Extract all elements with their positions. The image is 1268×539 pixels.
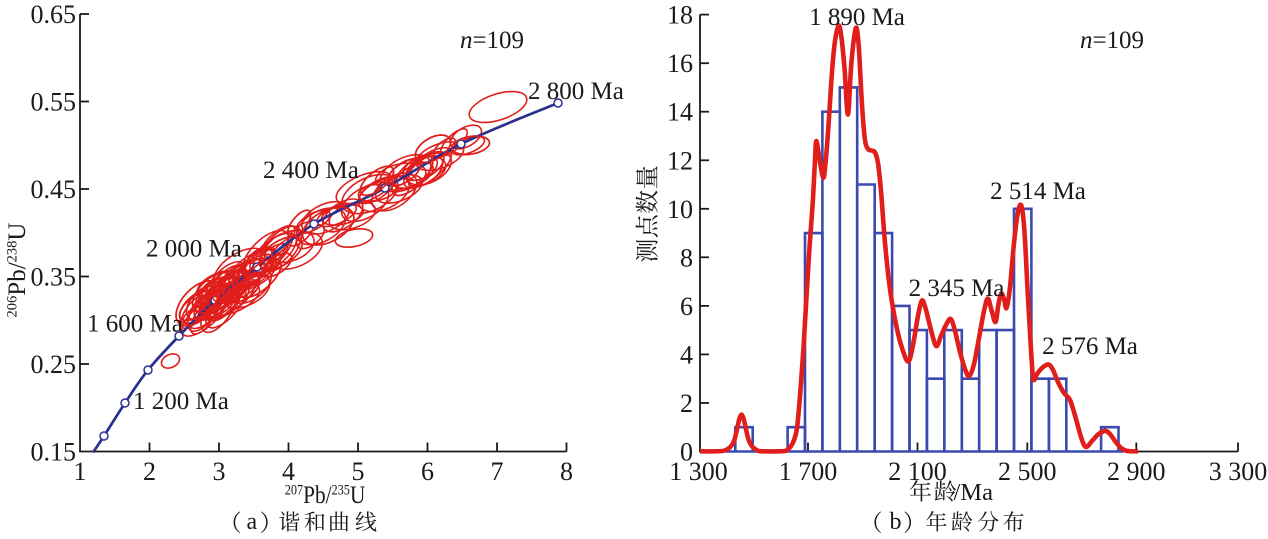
svg-text:14: 14 [667,98,693,127]
svg-text:2 514 Ma: 2 514 Ma [990,178,1086,205]
svg-text:1 890 Ma: 1 890 Ma [809,4,905,31]
svg-text:2 345 Ma: 2 345 Ma [909,275,1005,302]
svg-text:206Pb/238U: 206Pb/238U [4,223,31,318]
svg-text:5: 5 [352,457,365,486]
svg-text:b: b [890,509,902,534]
svg-text:4: 4 [680,340,693,369]
svg-text:2: 2 [680,389,693,418]
svg-text:3: 3 [213,457,226,486]
svg-text:12: 12 [667,146,693,175]
svg-text:8: 8 [680,243,693,272]
svg-text:/Ma: /Ma [954,479,994,506]
svg-text:1 700: 1 700 [779,457,838,486]
svg-text:2 900: 2 900 [1107,457,1166,486]
svg-text:2 576 Ma: 2 576 Ma [1042,333,1138,360]
svg-text:1 600 Ma: 1 600 Ma [87,311,183,338]
svg-text:0.65: 0.65 [31,0,77,29]
svg-text:6: 6 [421,457,434,486]
svg-text:7: 7 [491,457,504,486]
svg-text:0.35: 0.35 [31,263,77,292]
svg-text:2 800 Ma: 2 800 Ma [528,78,624,105]
svg-text:16: 16 [667,49,693,78]
svg-text:10: 10 [667,195,693,224]
svg-text:0.25: 0.25 [31,350,77,379]
svg-text:2 000 Ma: 2 000 Ma [146,236,242,263]
svg-text:0.55: 0.55 [31,88,77,117]
svg-text:2 100: 2 100 [888,457,947,486]
svg-text:6: 6 [680,292,693,321]
svg-text:3 300: 3 300 [1209,457,1268,486]
svg-text:8: 8 [560,457,573,486]
svg-text:n=109: n=109 [460,27,524,54]
svg-text:18: 18 [667,1,693,30]
svg-text:a: a [247,509,258,534]
svg-text:1: 1 [74,457,87,486]
svg-text:0: 0 [680,438,693,467]
svg-text:0.45: 0.45 [31,175,77,204]
svg-text:1 300: 1 300 [669,457,728,486]
svg-text:207Pb/235U: 207Pb/235U [285,481,366,509]
svg-text:1 200 Ma: 1 200 Ma [133,388,229,415]
svg-text:n=109: n=109 [1080,27,1144,54]
svg-text:2: 2 [143,457,156,486]
svg-text:4: 4 [282,457,295,486]
svg-text:2 500: 2 500 [998,457,1057,486]
svg-text:0.15: 0.15 [31,438,77,467]
svg-text:2 400 Ma: 2 400 Ma [263,157,359,184]
